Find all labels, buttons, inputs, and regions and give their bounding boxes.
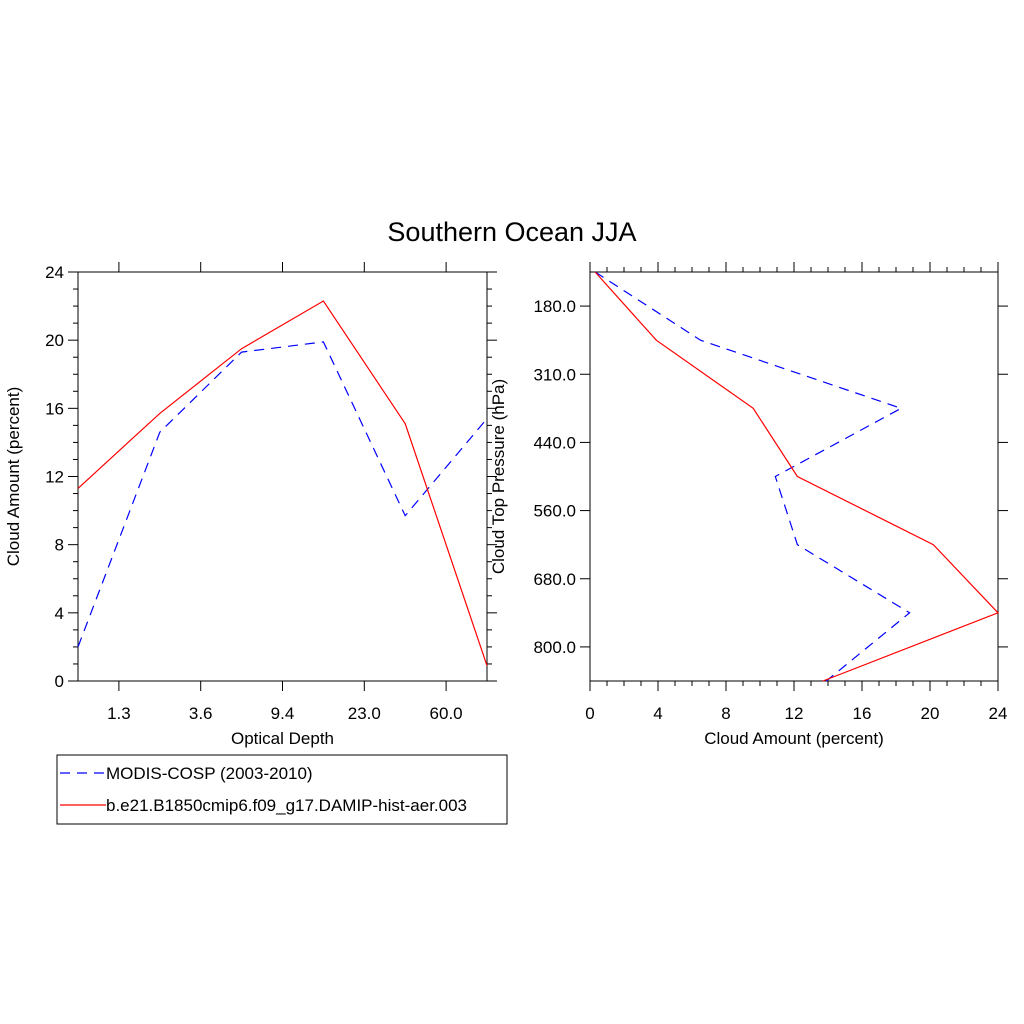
left-y-axis-label: Cloud Amount (percent) [4, 387, 23, 567]
legend-label-model: b.e21.B1850cmip6.f09_g17.DAMIP-hist-aer.… [106, 796, 467, 815]
left-y-tick-label: 12 [45, 468, 64, 487]
left-y-tick-label: 8 [55, 536, 64, 555]
left-y-tick-label: 24 [45, 263, 64, 282]
right-x-tick-label: 20 [921, 704, 940, 723]
left-y-tick-label: 20 [45, 331, 64, 350]
left-x-tick-label: 60.0 [430, 704, 463, 723]
left-series-line-modis [77, 341, 488, 648]
right-x-axis-label: Cloud Amount (percent) [704, 729, 884, 748]
left-x-axis-label: Optical Depth [231, 729, 334, 748]
right-x-tick-label: 4 [653, 704, 662, 723]
left-chart-optical-depth: Optical Depth Cloud Amount (percent) 0 4 8… [4, 262, 497, 748]
right-x-tick-label: 16 [853, 704, 872, 723]
right-y-axis-label: Cloud Top Pressure (hPa) [489, 379, 508, 574]
right-x-tick-label: 0 [585, 704, 594, 723]
left-x-tick-label: 1.3 [107, 704, 131, 723]
legend-frame [56, 754, 508, 825]
right-chart-cloud-top-pressure: Cloud Amount (percent) Cloud Top Pressur… [489, 262, 1008, 748]
right-y-tick-label: 440.0 [533, 433, 576, 452]
legend-label-modis: MODIS-COSP (2003-2010) [106, 764, 313, 783]
left-x-tick-label: 3.6 [189, 704, 213, 723]
right-y-tick-label: 180.0 [533, 297, 576, 316]
right-series-line-model [594, 271, 1000, 682]
right-series-line-modis [594, 271, 911, 682]
right-x-tick-label: 12 [785, 704, 804, 723]
chart-title: Southern Ocean JJA [387, 217, 636, 247]
right-y-tick-label: 560.0 [533, 502, 576, 521]
left-plot-frame [77, 271, 488, 682]
right-y-tick-label: 680.0 [533, 570, 576, 589]
legend: MODIS-COSP (2003-2010) b.e21.B1850cmip6.… [56, 754, 508, 825]
left-y-tick-label: 4 [55, 604, 64, 623]
right-y-tick-label: 310.0 [533, 365, 576, 384]
right-x-tick-label: 24 [989, 704, 1008, 723]
left-x-tick-label: 23.0 [348, 704, 381, 723]
left-y-tick-label: 16 [45, 399, 64, 418]
left-y-tick-label: 0 [55, 672, 64, 691]
right-y-tick-label: 800.0 [533, 638, 576, 657]
right-x-tick-label: 8 [721, 704, 730, 723]
left-series-line-model [77, 300, 488, 666]
right-plot-frame [589, 271, 999, 682]
left-x-tick-label: 9.4 [271, 704, 295, 723]
